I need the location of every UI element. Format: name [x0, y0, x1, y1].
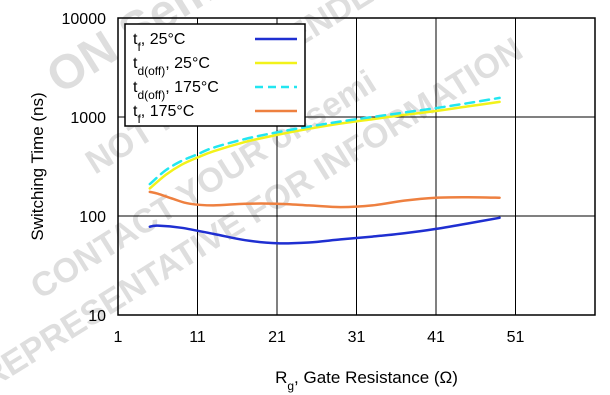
legend-label-rest: , 175°C: [165, 79, 219, 96]
y-axis-title: Switching Time (ns): [28, 92, 47, 240]
legend-label-sub: d(off): [137, 88, 165, 102]
plot-frame: [117, 17, 596, 316]
y-tick-label: 1000: [70, 110, 106, 127]
x-tick-label: 1: [114, 329, 123, 346]
legend-label-rest: , 175°C: [141, 103, 195, 120]
x-tick-label: 21: [268, 329, 286, 346]
legend-box: [124, 23, 306, 127]
legend-label-rest: , 25°C: [165, 55, 210, 72]
legend-label-main: t: [133, 103, 138, 120]
x-axis-ticks: 1 11 21 31 41 51: [114, 329, 525, 346]
y-tick-label: 10000: [62, 11, 107, 28]
series-lines: [148, 96, 501, 245]
legend: tf, 25°Ctd(off), 25°Ctd(off), 175°Ctf, 1…: [124, 23, 306, 127]
x-axis-title: Rg, Gate Resistance (Ω): [275, 368, 458, 393]
legend-label-main: t: [133, 31, 138, 48]
y-axis-ticks: 10 100 1000 10000: [62, 11, 107, 325]
series-line-4: [148, 190, 501, 209]
x-axis-title-sub: g: [287, 379, 294, 393]
x-tick-label: 41: [427, 329, 445, 346]
x-axis-title-rest: , Gate Resistance (Ω): [294, 368, 458, 387]
legend-label-sub: d(off): [137, 64, 165, 78]
legend-label-rest: , 25°C: [141, 31, 186, 48]
x-axis-title-main: R: [275, 368, 287, 387]
legend-label-sub: f: [137, 112, 141, 126]
x-tick-label: 51: [507, 329, 525, 346]
legend-label-1: tf, 25°C: [133, 31, 185, 54]
legend-label-main: t: [133, 79, 138, 96]
series-line-2: [148, 100, 501, 190]
legend-label-sub: f: [137, 40, 141, 54]
x-tick-label: 31: [348, 329, 366, 346]
legend-label-3: td(off), 175°C: [133, 79, 219, 102]
legend-label-2: td(off), 25°C: [133, 55, 210, 78]
legend-label-main: t: [133, 55, 138, 72]
series-line-1: [148, 216, 501, 245]
y-tick-label: 10: [88, 308, 106, 325]
x-tick-label: 11: [189, 329, 206, 346]
y-tick-label: 100: [79, 209, 106, 226]
series-line-3: [148, 96, 501, 186]
legend-label-4: tf, 175°C: [133, 103, 194, 126]
